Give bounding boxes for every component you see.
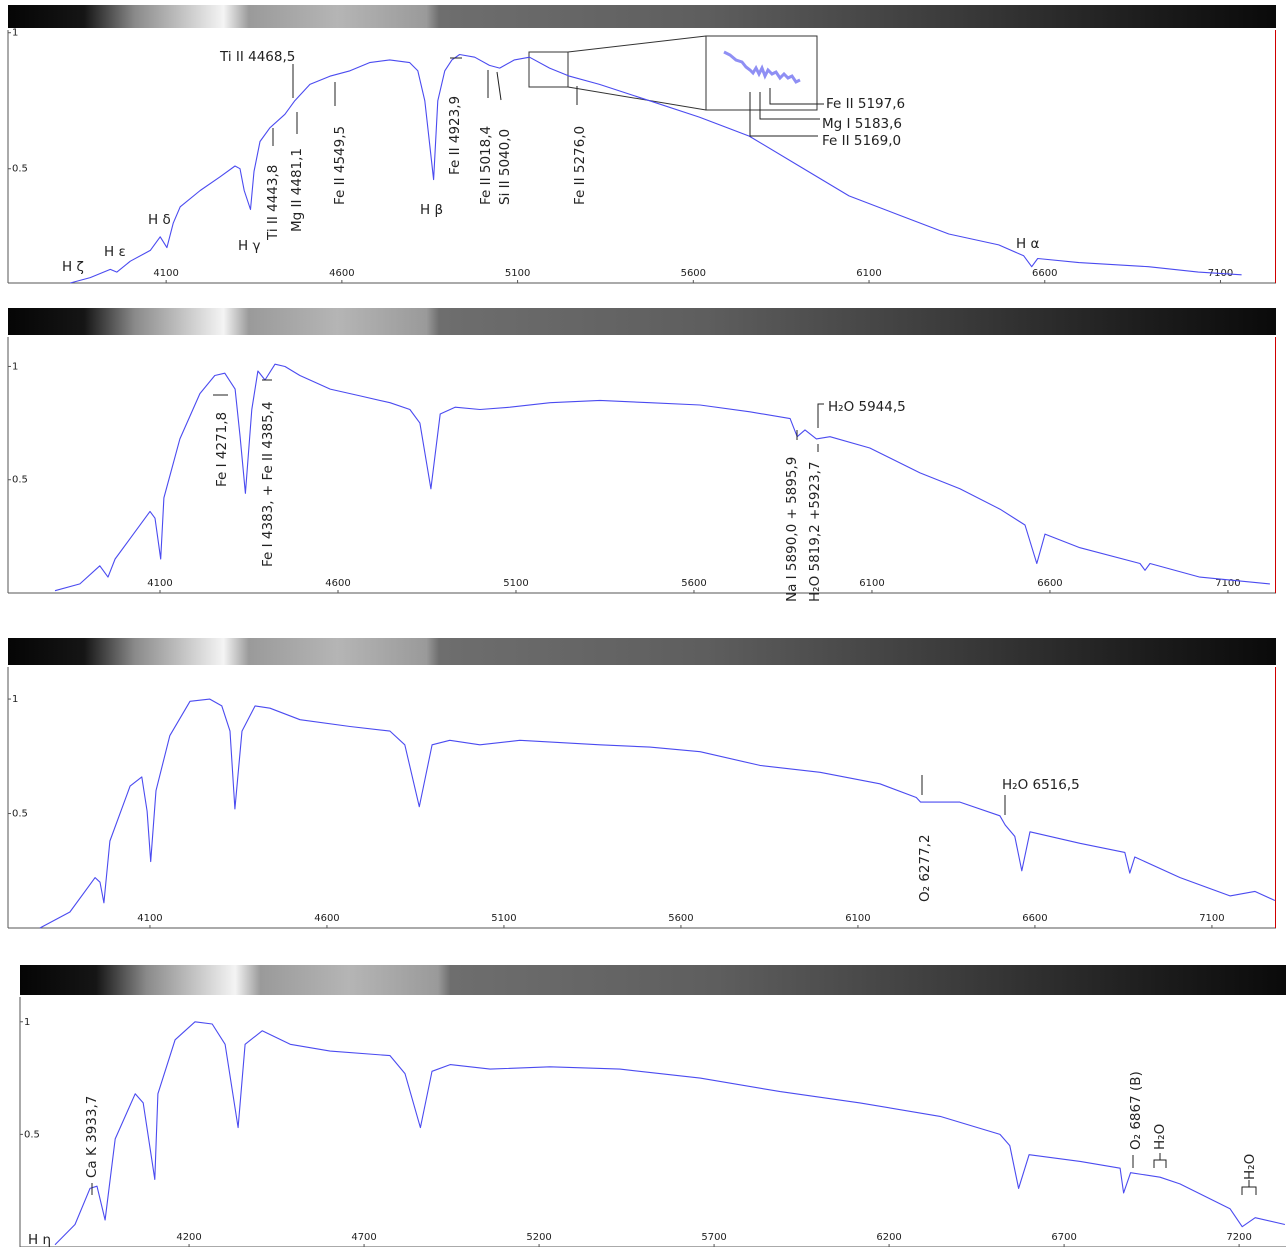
x-tick-label: 5600 [681, 578, 706, 589]
y-tick-label: 0.5 [12, 475, 28, 486]
y-tick-label: 0.5 [12, 164, 28, 175]
x-tick-label: 4600 [329, 268, 354, 279]
annotation: H₂O 5819,2 +5923,7 [807, 461, 823, 602]
x-tick-label: 4100 [147, 578, 172, 589]
x-tick-label: 5200 [526, 1232, 551, 1243]
annotation-leader [1242, 1180, 1256, 1195]
annotation: Ti II 4468,5 [219, 49, 295, 65]
x-tick-label: 7200 [1226, 1232, 1251, 1243]
annotation: H₂O 6516,5 [1002, 777, 1080, 793]
annotation: O₂ 6277,2 [917, 834, 933, 902]
y-tick-label: 1 [12, 28, 18, 39]
annotation-leader [818, 404, 824, 428]
inset [529, 36, 817, 110]
annotation: H ζ [62, 259, 84, 275]
y-tick-label: 0.5 [12, 809, 28, 820]
x-tick-label: 6700 [1051, 1232, 1076, 1243]
annotation: Fe II 5169,0 [822, 133, 901, 149]
x-tick-label: 6600 [1032, 268, 1057, 279]
zoom-line [568, 87, 706, 110]
spectrum-strip [8, 5, 1276, 28]
spectrum-line [55, 1022, 1285, 1245]
annotation: H₂O [1242, 1154, 1258, 1180]
annotation: Ti II 4443,8 [265, 165, 281, 241]
annotation: Mg II 4481,1 [289, 148, 305, 232]
spectrum-line [55, 364, 1270, 591]
spectrum-strip [20, 965, 1286, 995]
annotation: Fe I 4383, + Fe II 4385,4 [260, 401, 276, 567]
x-tick-label: 4700 [351, 1232, 376, 1243]
annotation: O₂ 6867 (B) [1128, 1071, 1144, 1150]
annotation: H₂O 5944,5 [828, 399, 906, 415]
zoom-inset [706, 36, 817, 110]
x-tick-label: 5100 [505, 268, 530, 279]
annotation: Fe II 4923,9 [447, 96, 463, 175]
annotation-leader [497, 72, 501, 100]
x-tick-label: 6200 [876, 1232, 901, 1243]
spectra-figure: 4100 4600 5100 5600 6100 6600 7100 0.5 1 H ζ H ε H … [0, 0, 1286, 1247]
x-tick-label: 6600 [1022, 913, 1047, 924]
annotation: Fe II 5276,0 [572, 126, 588, 205]
x-tick-label: 6100 [856, 268, 881, 279]
x-tick-label: 5600 [668, 913, 693, 924]
annotation: Fe II 5018,4 [478, 126, 494, 205]
y-tick-label: 1 [12, 361, 18, 372]
annotation: Fe II 4549,5 [332, 126, 348, 205]
x-tick-label: 6600 [1037, 578, 1062, 589]
annotation: H η [28, 1232, 51, 1247]
annotation-leader [1154, 1153, 1166, 1168]
spectrum-panel: 4100 4600 5100 5600 6100 6600 7100 0.5 1 O₂ 6277,… [8, 638, 1276, 928]
x-tick-label: 6100 [845, 913, 870, 924]
spectrum-strip [8, 638, 1276, 665]
x-tick-label: 5100 [503, 578, 528, 589]
y-tick-label: 0.5 [24, 1129, 40, 1140]
x-tick-label: 5600 [681, 268, 706, 279]
x-tick-label: 4600 [325, 578, 350, 589]
x-tick-label: 5100 [491, 913, 516, 924]
y-tick-label: 1 [12, 694, 18, 705]
annotation: H₂O [1152, 1124, 1168, 1150]
annotation: Si II 5040,0 [497, 129, 513, 205]
spectrum-line [40, 699, 1275, 928]
x-tick-label: 5700 [701, 1232, 726, 1243]
annotation: Na I 5890,0 + 5895,9 [784, 457, 800, 602]
annotation: H β [420, 202, 443, 218]
x-tick-label: 4100 [153, 268, 178, 279]
zoom-line [568, 36, 706, 52]
x-tick-label: 7100 [1199, 913, 1224, 924]
x-tick-label: 4100 [137, 913, 162, 924]
spectrum-panel: 4200 4700 5200 5700 6200 6700 7200 0.5 1 H η Ca K … [20, 965, 1286, 1247]
x-tick-label: 4200 [176, 1232, 201, 1243]
y-tick-label: 1 [24, 1017, 30, 1028]
annotation: H δ [148, 212, 171, 228]
zoom-box [529, 52, 568, 87]
annotation: Mg I 5183,6 [822, 116, 902, 132]
annotation: Fe II 5197,6 [826, 96, 905, 112]
x-tick-label: 6100 [859, 578, 884, 589]
annotation: H γ [238, 238, 260, 254]
annotation: Fe I 4271,8 [214, 412, 230, 487]
x-tick-label: 4600 [314, 913, 339, 924]
annotation: Ca K 3933,7 [84, 1096, 100, 1178]
annotation: H α [1016, 236, 1039, 252]
spectrum-strip [8, 308, 1276, 335]
annotation: H ε [104, 244, 126, 260]
